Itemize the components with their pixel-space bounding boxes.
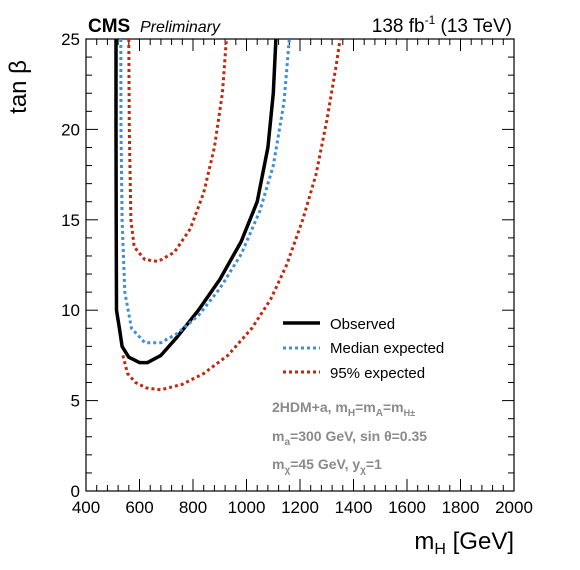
model-info-line2: ma=300 GeV, sin θ=0.35 bbox=[272, 428, 427, 448]
y-tick-label: 0 bbox=[71, 482, 80, 501]
preliminary-label: Preliminary bbox=[140, 19, 221, 36]
x-tick-label: 1000 bbox=[228, 498, 266, 517]
luminosity-label: 138 fb-1 (13 TeV) bbox=[372, 13, 512, 37]
plot-frame bbox=[85, 38, 515, 492]
cms-label: CMS bbox=[88, 16, 130, 37]
x-tick-label: 2000 bbox=[495, 498, 533, 517]
expected-95-band-curve bbox=[121, 38, 342, 392]
y-tick-label: 25 bbox=[61, 30, 80, 49]
model-info: 2HDM+a, mH=mA=mH± ma=300 GeV, sin θ=0.35… bbox=[272, 399, 427, 476]
y-axis-ticks: 0 5 10 15 20 25 bbox=[61, 30, 514, 501]
limit-curves bbox=[114, 38, 342, 392]
x-axis-title: mH [GeV] bbox=[414, 528, 514, 558]
legend-label-median: Median expected bbox=[330, 340, 444, 357]
model-info-line1: 2HDM+a, mH=mA=mH± bbox=[272, 399, 415, 419]
x-tick-label: 1600 bbox=[388, 498, 426, 517]
x-tick-label: 600 bbox=[125, 498, 153, 517]
legend-label-observed: Observed bbox=[330, 316, 395, 333]
legend-label-95: 95% expected bbox=[330, 365, 425, 382]
x-tick-label: 800 bbox=[179, 498, 207, 517]
model-info-line3: mχ=45 GeV, yχ=1 bbox=[272, 456, 382, 476]
x-tick-label: 400 bbox=[72, 498, 100, 517]
observed-limit-curve bbox=[114, 38, 278, 365]
y-axis-title: tan β bbox=[5, 60, 32, 114]
legend: Observed Median expected 95% expected bbox=[283, 316, 444, 382]
expected-95-band-curve bbox=[127, 38, 228, 263]
y-tick-label: 10 bbox=[61, 301, 80, 320]
y-tick-label: 5 bbox=[71, 392, 80, 411]
y-tick-label: 15 bbox=[61, 211, 80, 230]
x-tick-label: 1800 bbox=[442, 498, 480, 517]
x-tick-label: 1200 bbox=[281, 498, 319, 517]
y-tick-label: 20 bbox=[61, 120, 80, 139]
x-axis-ticks: 400 600 800 1000 1200 1400 1600 1800 2000 bbox=[72, 39, 533, 517]
median-expected-curve bbox=[119, 38, 291, 345]
x-tick-label: 1400 bbox=[335, 498, 373, 517]
